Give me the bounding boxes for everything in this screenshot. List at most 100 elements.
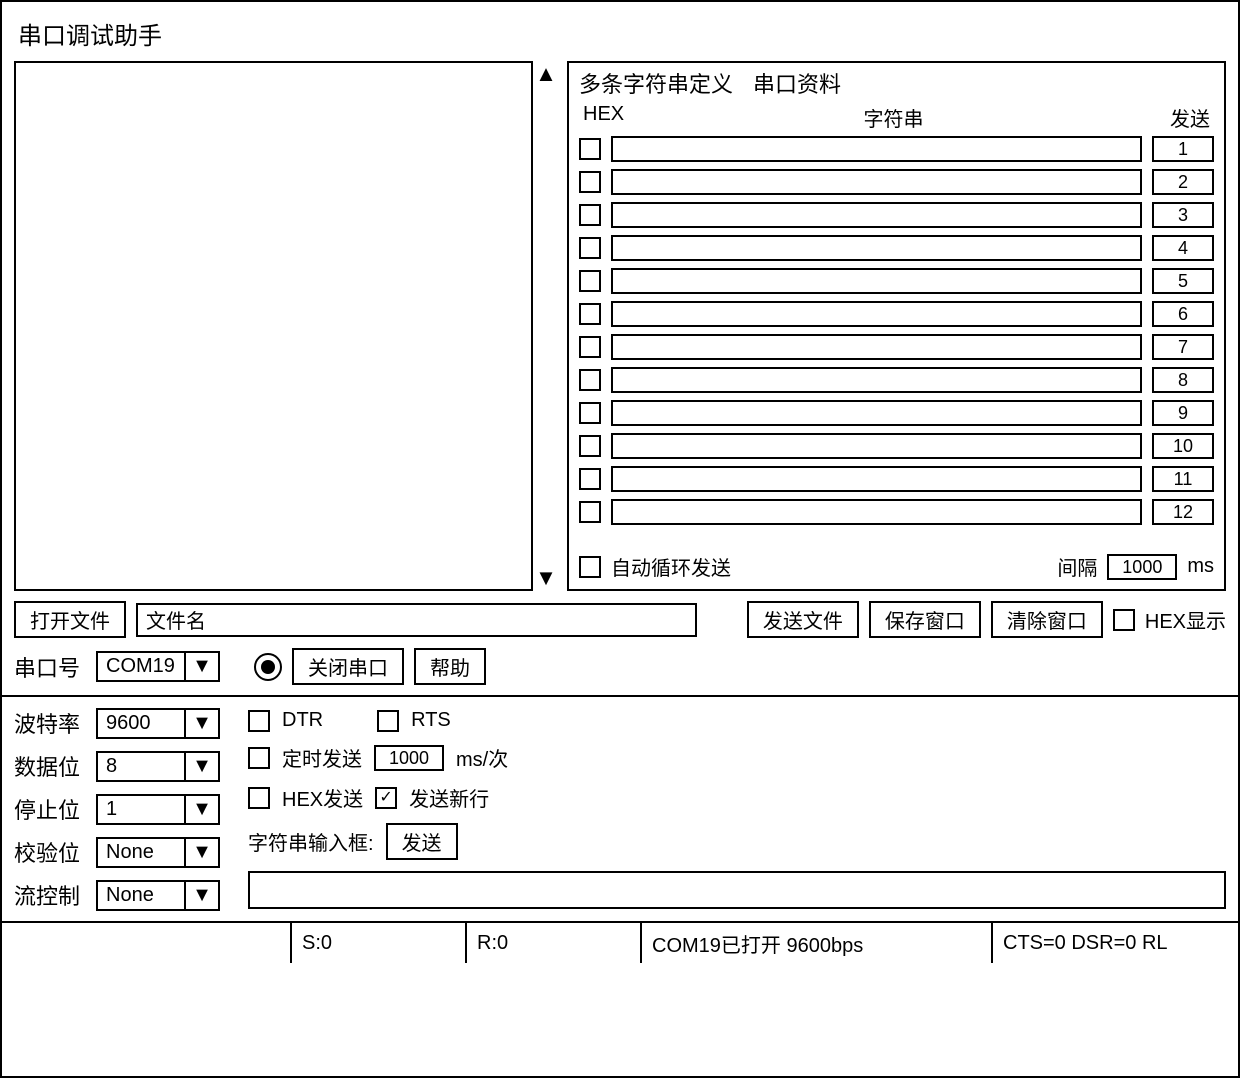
send-row-button[interactable]: 2 [1152, 169, 1214, 195]
send-row-button[interactable]: 9 [1152, 400, 1214, 426]
hex-checkbox[interactable] [579, 171, 601, 193]
send-file-button[interactable]: 发送文件 [747, 601, 859, 638]
string-input[interactable] [611, 466, 1142, 492]
string-row: 12 [579, 499, 1214, 525]
filename-input[interactable]: 文件名 [136, 603, 697, 637]
stopbits-label: 停止位 [14, 793, 86, 825]
string-input[interactable] [611, 367, 1142, 393]
hex-checkbox[interactable] [579, 468, 601, 490]
hex-checkbox[interactable] [579, 402, 601, 424]
string-row: 11 [579, 466, 1214, 492]
string-input[interactable] [611, 499, 1142, 525]
send-row-button[interactable]: 10 [1152, 433, 1214, 459]
hex-checkbox[interactable] [579, 501, 601, 523]
databits-select[interactable]: 8 ▼ [96, 751, 220, 782]
send-textarea[interactable] [248, 871, 1226, 909]
clear-window-button[interactable]: 清除窗口 [991, 601, 1103, 638]
flowctrl-select[interactable]: None ▼ [96, 880, 220, 911]
send-row-button[interactable]: 8 [1152, 367, 1214, 393]
scroll-down-icon[interactable]: ▼ [535, 567, 557, 589]
chevron-down-icon[interactable]: ▼ [186, 794, 220, 825]
main-window: 串口调试助手 ▲ ▼ 多条字符串定义 串口资料 HEX 字符串 发送 12345… [0, 0, 1240, 1078]
send-row-button[interactable]: 12 [1152, 499, 1214, 525]
hex-display-checkbox[interactable] [1113, 609, 1135, 631]
send-row-button[interactable]: 7 [1152, 334, 1214, 360]
hex-checkbox[interactable] [579, 336, 601, 358]
string-input-label: 字符串输入框: [248, 827, 374, 856]
hex-send-checkbox[interactable] [248, 787, 270, 809]
hex-send-label: HEX发送 [282, 783, 363, 812]
rts-label: RTS [411, 709, 451, 732]
interval-input[interactable]: 1000 [1107, 554, 1177, 580]
chevron-down-icon[interactable]: ▼ [186, 751, 220, 782]
send-row-button[interactable]: 4 [1152, 235, 1214, 261]
parity-select[interactable]: None ▼ [96, 837, 220, 868]
auto-loop-label: 自动循环发送 [611, 552, 731, 581]
interval-unit: ms [1187, 555, 1214, 578]
status-bar: S:0 R:0 COM19已打开 9600bps CTS=0 DSR=0 RL [2, 921, 1238, 963]
baud-select[interactable]: 9600 ▼ [96, 708, 220, 739]
port-value: COM19 [96, 651, 186, 682]
string-row: 6 [579, 301, 1214, 327]
chevron-down-icon[interactable]: ▼ [186, 837, 220, 868]
tab-serial-info[interactable]: 串口资料 [753, 67, 841, 99]
scroll-up-icon[interactable]: ▲ [535, 63, 557, 85]
hex-checkbox[interactable] [579, 237, 601, 259]
chevron-down-icon[interactable]: ▼ [186, 708, 220, 739]
status-port: COM19已打开 9600bps [642, 923, 993, 963]
string-row: 3 [579, 202, 1214, 228]
save-window-button[interactable]: 保存窗口 [869, 601, 981, 638]
hex-checkbox[interactable] [579, 204, 601, 226]
string-input[interactable] [611, 169, 1142, 195]
send-row-button[interactable]: 3 [1152, 202, 1214, 228]
string-input[interactable] [611, 433, 1142, 459]
timed-send-input[interactable]: 1000 [374, 745, 444, 771]
tab-multi-string[interactable]: 多条字符串定义 [579, 67, 733, 99]
string-row: 5 [579, 268, 1214, 294]
close-port-button[interactable]: 关闭串口 [292, 648, 404, 685]
hex-checkbox[interactable] [579, 435, 601, 457]
status-signals: CTS=0 DSR=0 RL [993, 923, 1238, 963]
timed-send-checkbox[interactable] [248, 747, 270, 769]
rts-checkbox[interactable] [377, 710, 399, 732]
multi-string-panel: 多条字符串定义 串口资料 HEX 字符串 发送 123456789101112 … [567, 61, 1226, 591]
chevron-down-icon[interactable]: ▼ [186, 880, 220, 911]
send-row-button[interactable]: 11 [1152, 466, 1214, 492]
hex-checkbox[interactable] [579, 138, 601, 160]
chevron-down-icon[interactable]: ▼ [186, 651, 220, 682]
string-input[interactable] [611, 136, 1142, 162]
hex-checkbox[interactable] [579, 303, 601, 325]
string-input[interactable] [611, 301, 1142, 327]
string-row: 9 [579, 400, 1214, 426]
port-label: 串口号 [14, 651, 86, 683]
string-row: 2 [579, 169, 1214, 195]
hex-checkbox[interactable] [579, 270, 601, 292]
string-row: 1 [579, 136, 1214, 162]
timed-send-unit: ms/次 [456, 743, 508, 772]
string-row: 4 [579, 235, 1214, 261]
status-recv: R:0 [467, 923, 642, 963]
send-newline-checkbox[interactable] [375, 787, 397, 809]
open-file-button[interactable]: 打开文件 [14, 601, 126, 638]
receive-textarea[interactable] [14, 61, 533, 591]
hex-checkbox[interactable] [579, 369, 601, 391]
string-input[interactable] [611, 268, 1142, 294]
port-select[interactable]: COM19 ▼ [96, 651, 220, 682]
help-button[interactable]: 帮助 [414, 648, 486, 685]
port-status-indicator [254, 653, 282, 681]
string-input[interactable] [611, 235, 1142, 261]
string-input[interactable] [611, 334, 1142, 360]
dtr-checkbox[interactable] [248, 710, 270, 732]
string-input[interactable] [611, 400, 1142, 426]
string-input[interactable] [611, 202, 1142, 228]
auto-loop-checkbox[interactable] [579, 556, 601, 578]
stopbits-select[interactable]: 1 ▼ [96, 794, 220, 825]
col-header-hex: HEX [583, 103, 645, 132]
baud-label: 波特率 [14, 707, 86, 739]
send-row-button[interactable]: 6 [1152, 301, 1214, 327]
send-row-button[interactable]: 1 [1152, 136, 1214, 162]
send-button[interactable]: 发送 [386, 823, 458, 860]
receive-scrollbar[interactable]: ▲ ▼ [533, 61, 559, 591]
hex-display-label: HEX显示 [1145, 605, 1226, 634]
send-row-button[interactable]: 5 [1152, 268, 1214, 294]
